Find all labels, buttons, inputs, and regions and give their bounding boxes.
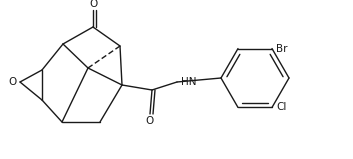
- Text: Cl: Cl: [276, 102, 286, 112]
- Text: O: O: [89, 0, 97, 9]
- Text: O: O: [9, 77, 17, 87]
- Text: O: O: [146, 116, 154, 126]
- Text: HN: HN: [181, 77, 197, 87]
- Text: Br: Br: [276, 44, 287, 54]
